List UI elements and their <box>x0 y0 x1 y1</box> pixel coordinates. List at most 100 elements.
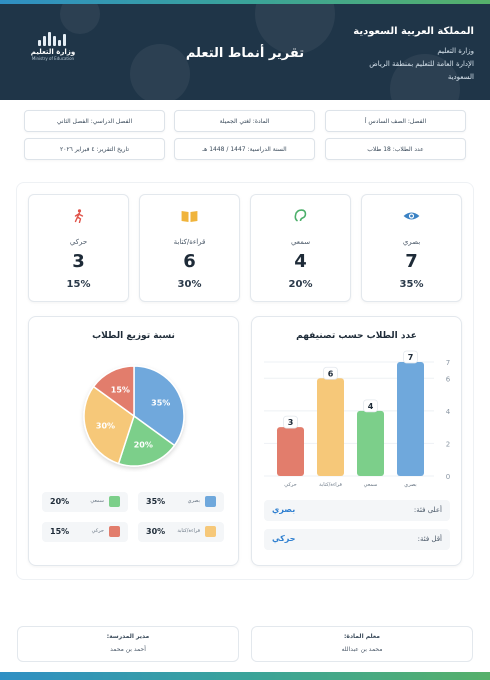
book-icon <box>181 211 198 222</box>
stat-card-visual: بصري 7 35% <box>361 194 462 302</box>
stat-count: 6 <box>183 251 196 272</box>
running-person-icon <box>74 209 84 223</box>
pie-slice <box>83 385 135 465</box>
header-decoration <box>130 44 190 100</box>
teacher-title: معلم المادة: <box>344 633 380 640</box>
teacher-name: محمد بن عبدالله <box>341 646 383 653</box>
stat-label: حركي <box>69 238 88 246</box>
stat-percent: 20% <box>288 279 313 290</box>
legend-percent: 20% <box>50 497 70 506</box>
bar-value-badge <box>403 350 418 364</box>
legend-name: بصري <box>187 498 200 504</box>
pie-slice-label: 20% <box>134 441 153 450</box>
legend-name: سمعي <box>90 498 104 504</box>
principal-name: أحمد بن محمد <box>110 646 146 653</box>
y-tick-label: 0 <box>446 473 450 481</box>
pie-slice <box>133 365 185 447</box>
legend-item: قراءة/كتابة 30% <box>138 522 224 542</box>
principal-title: مدير المدرسة: <box>106 633 150 640</box>
pie-slice <box>117 414 176 467</box>
info-term: الفصل الدراسي: الفصل الثاني <box>24 110 165 132</box>
ministry-name: وزارة التعليم <box>437 47 474 55</box>
bar-value-label: 6 <box>328 369 334 378</box>
highest-category-value: بصري <box>272 505 296 514</box>
info-subject: المادة: لغتي الجميلة <box>174 110 315 132</box>
pie-slice-label: 35% <box>151 398 170 407</box>
legend-item: حركي 15% <box>42 522 128 542</box>
pie-chart-title: نسبة توزيع الطلاب <box>92 331 175 341</box>
stat-count: 3 <box>72 251 85 272</box>
ministry-logo: وزارة التعليم Ministry of Education <box>30 32 76 61</box>
y-tick-label: 2 <box>446 440 450 448</box>
eye-icon <box>403 212 420 220</box>
stat-card-kinesthetic: حركي 3 15% <box>28 194 129 302</box>
stat-percent: 15% <box>66 279 91 290</box>
info-year: السنة الدراسية: 1447 / 1448 هـ <box>174 138 315 160</box>
legend-swatch <box>109 526 120 537</box>
legend-percent: 30% <box>146 527 166 536</box>
highest-category-label: أعلى فئة: <box>413 506 442 514</box>
lowest-category-row: أقل فئة: حركي <box>264 529 450 550</box>
bar-value-badge <box>363 399 378 413</box>
report-title: تقرير أنماط التعلم <box>185 46 305 61</box>
legend-item: بصري 35% <box>138 492 224 512</box>
x-tick-label: سمعي <box>364 482 378 488</box>
top-accent-bar <box>0 0 490 4</box>
stat-count: 7 <box>405 251 418 272</box>
legend-swatch <box>205 496 216 507</box>
pie-slice <box>92 365 135 418</box>
bar-value-badge <box>323 366 338 380</box>
bar-chart-title: عدد الطلاب حسب تصنيفهم <box>296 331 417 341</box>
x-tick-label: حركي <box>284 482 296 488</box>
highest-category-row: أعلى فئة: بصري <box>264 500 450 521</box>
stat-label: قراءة/كتابة <box>173 238 206 246</box>
lowest-category-label: أقل فئة: <box>417 535 442 543</box>
bar <box>357 410 384 476</box>
stat-percent: 35% <box>399 279 424 290</box>
pie-slice-label: 30% <box>96 421 115 430</box>
info-students: عدد الطلاب: 18 طلاب <box>325 138 466 160</box>
y-tick-label: 4 <box>446 408 451 416</box>
stat-card-reading: قراءة/كتابة 6 30% <box>139 194 240 302</box>
header-organization: المملكة العربية السعودية وزارة التعليم ا… <box>353 26 474 84</box>
lowest-category-value: حركي <box>272 534 296 543</box>
y-tick-label: 6 <box>446 375 451 383</box>
stat-label: سمعي <box>290 238 311 246</box>
legend-name: حركي <box>91 528 104 534</box>
bottom-accent-bar <box>0 672 490 680</box>
ministry-logo-icon <box>30 32 76 46</box>
bar-chart: 0 2 4 6 7 7 بصري 4 سمعي 6 قراءة/كتابة 3 حركي <box>264 350 451 488</box>
pie-chart: 35% 20% 30% 15% <box>83 365 185 467</box>
bar-value-badge <box>283 415 298 429</box>
legend-swatch <box>205 526 216 537</box>
stat-percent: 30% <box>177 279 202 290</box>
report-header: المملكة العربية السعودية وزارة التعليم ا… <box>0 4 490 100</box>
info-date: تاريخ التقرير: ٤ فبراير ٢٠٢٦ <box>24 138 165 160</box>
info-class: الفصل: الصف السادس أ <box>325 110 466 132</box>
bar-value-label: 4 <box>368 402 374 411</box>
country-name: السعودية <box>447 73 474 81</box>
stat-label: بصري <box>402 238 421 246</box>
kingdom-name: المملكة العربية السعودية <box>353 26 474 37</box>
x-tick-label: قراءة/كتابة <box>319 482 342 488</box>
bar-value-label: 7 <box>408 353 414 362</box>
directorate-name: الإدارة العامة للتعليم بمنطقة الرياض <box>369 60 474 68</box>
legend-swatch <box>109 496 120 507</box>
ear-icon <box>294 209 307 222</box>
teacher-signature-box: معلم المادة: محمد بن عبدالله <box>251 626 473 662</box>
legend-item: سمعي 20% <box>42 492 128 512</box>
header-decoration <box>60 4 100 34</box>
principal-signature-box: مدير المدرسة: أحمد بن محمد <box>17 626 239 662</box>
stat-card-auditory: سمعي 4 20% <box>250 194 351 302</box>
legend-percent: 15% <box>50 527 70 536</box>
legend-percent: 35% <box>146 497 166 506</box>
bar <box>397 362 424 476</box>
bar <box>277 427 304 476</box>
logo-english-text: Ministry of Education <box>31 56 75 61</box>
x-tick-label: بصري <box>404 482 416 488</box>
logo-arabic-text: وزارة التعليم <box>30 48 76 56</box>
legend-name: قراءة/كتابة <box>177 528 200 534</box>
pie-slice-label: 15% <box>111 385 130 394</box>
bar <box>317 378 344 476</box>
stat-count: 4 <box>294 251 307 272</box>
